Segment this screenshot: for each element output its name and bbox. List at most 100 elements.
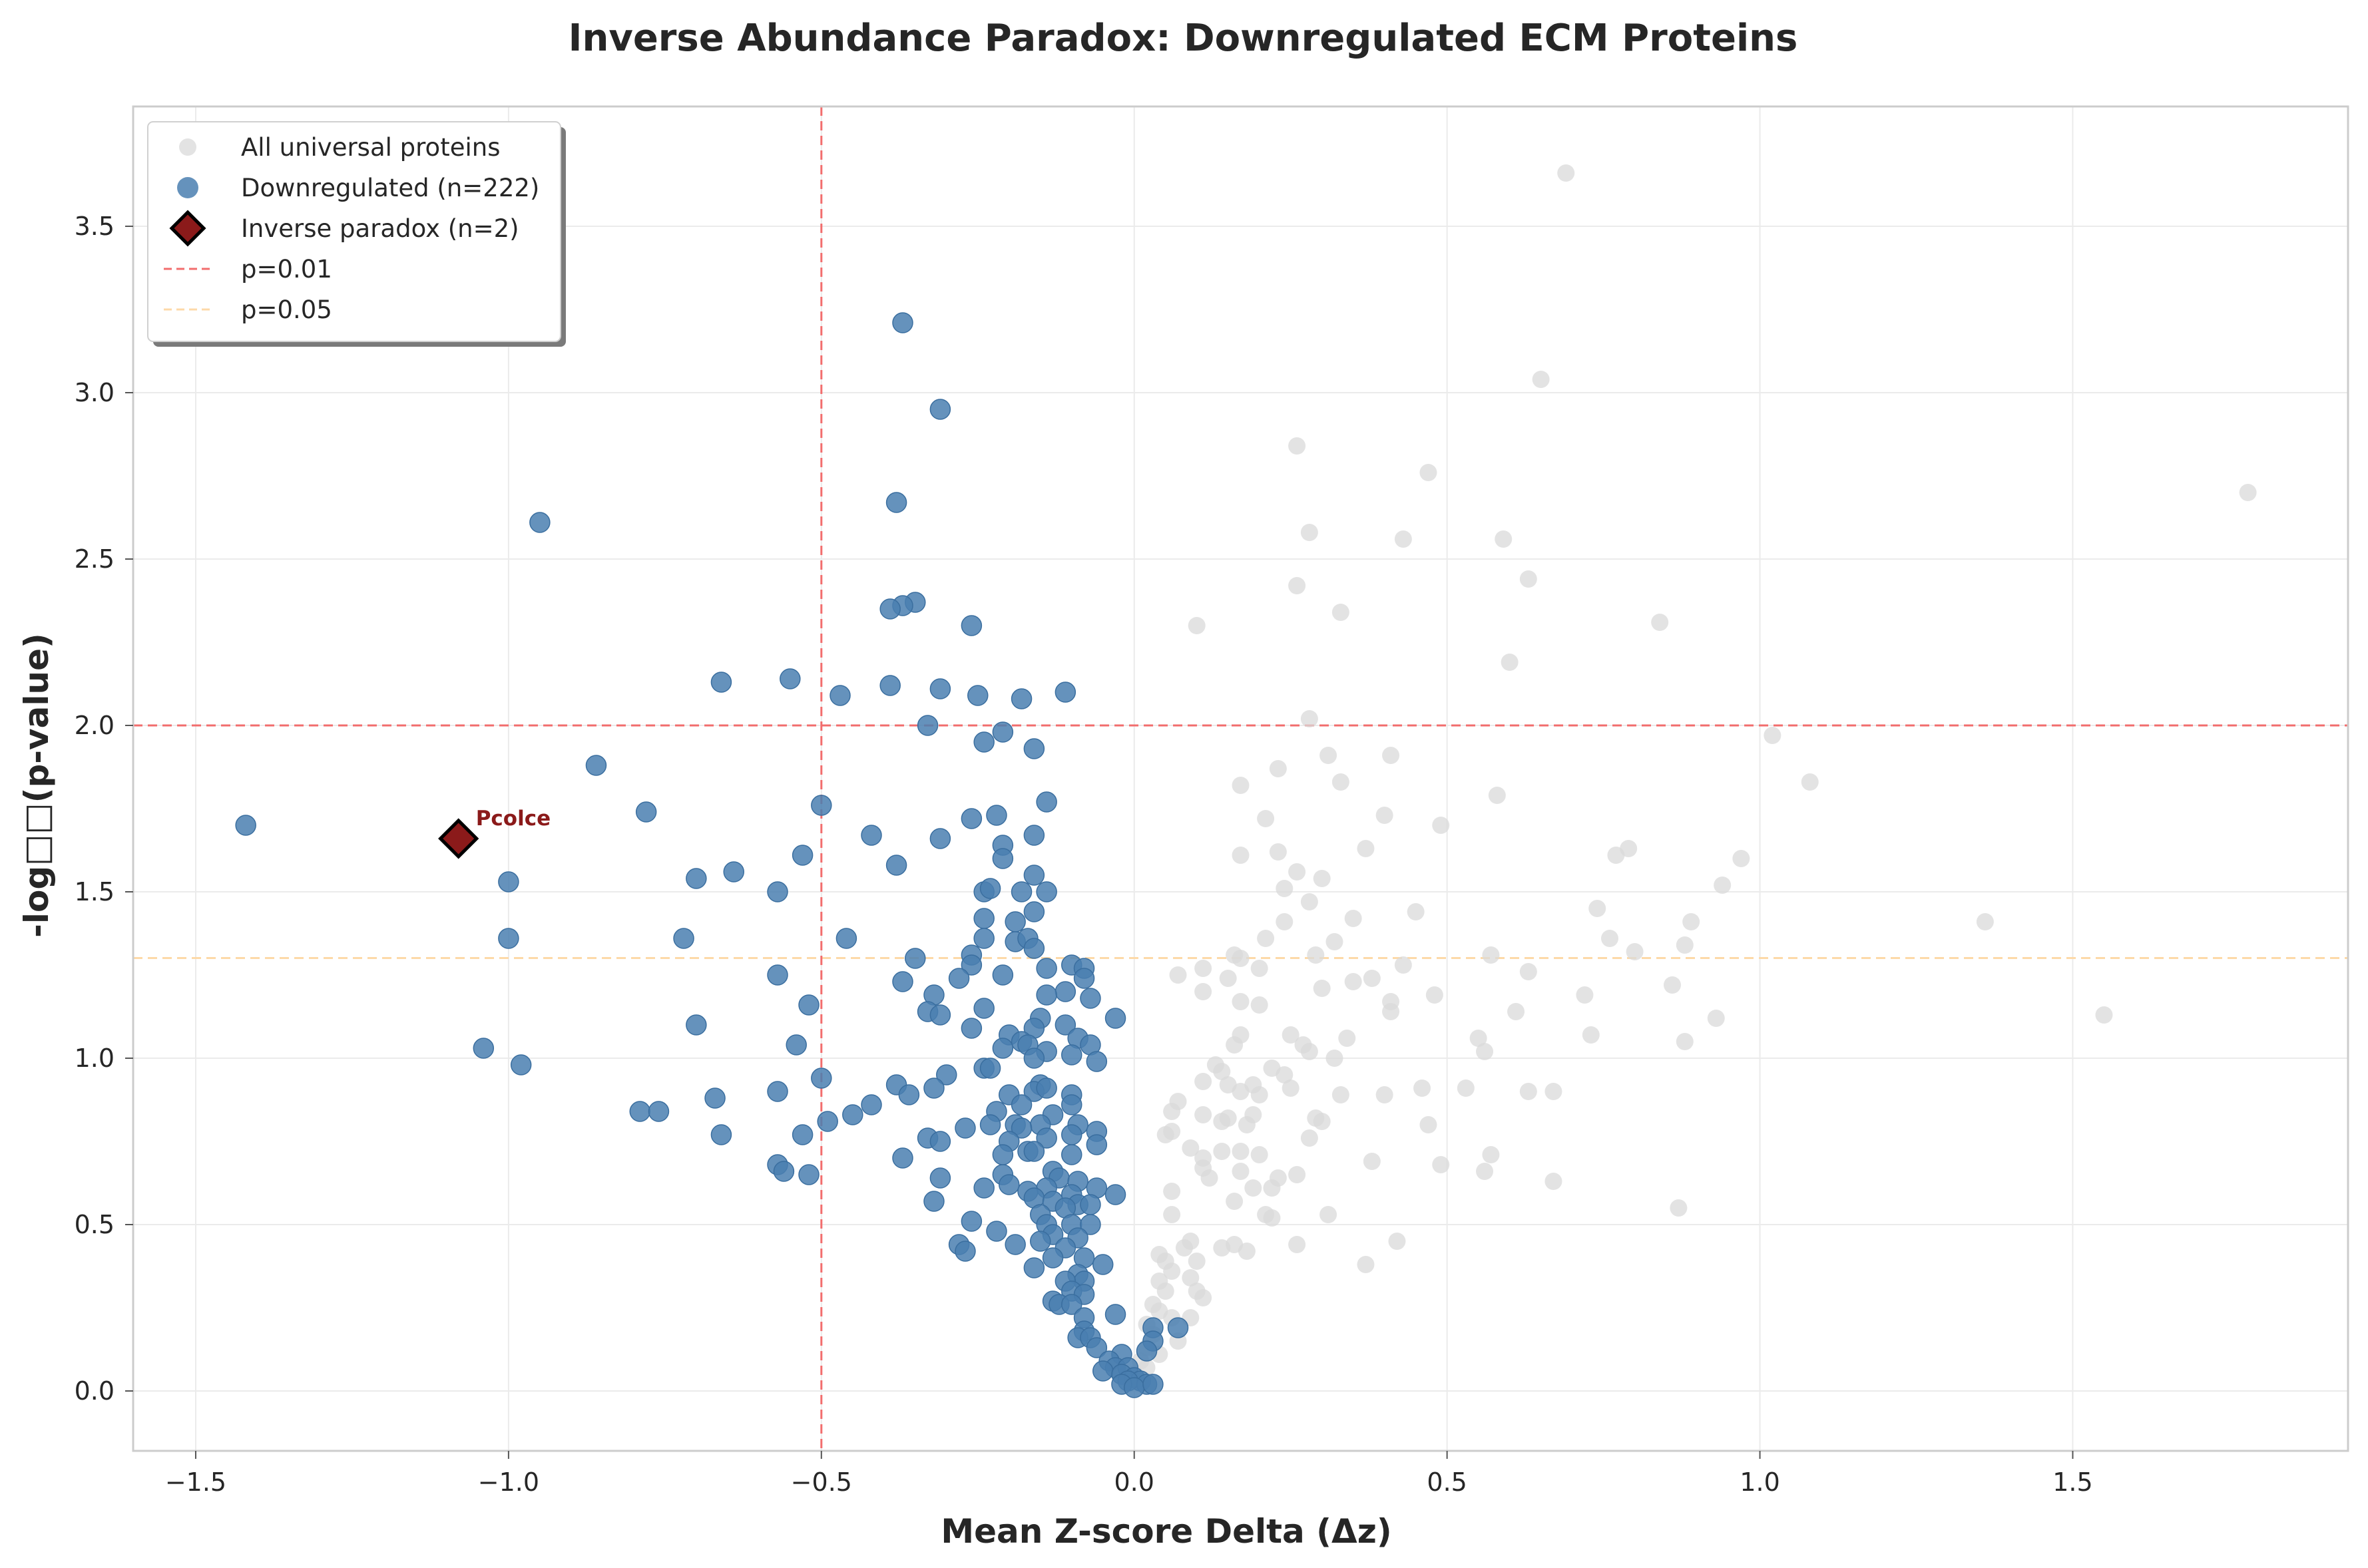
point-all-universal bbox=[2095, 1006, 2113, 1024]
point-all-universal bbox=[1425, 986, 1443, 1004]
point-all-universal bbox=[1213, 1239, 1231, 1257]
point-all-universal bbox=[1676, 1033, 1694, 1050]
point-all-universal bbox=[1457, 1079, 1475, 1097]
point-downregulated bbox=[979, 1058, 1001, 1079]
point-downregulated bbox=[929, 1131, 951, 1152]
point-downregulated bbox=[767, 964, 788, 986]
point-downregulated bbox=[961, 954, 983, 976]
point-all-universal bbox=[1282, 1079, 1300, 1097]
point-all-universal bbox=[1276, 1066, 1294, 1083]
point-downregulated bbox=[961, 1211, 983, 1232]
point-inverse-paradox bbox=[438, 818, 479, 859]
point-downregulated bbox=[885, 492, 907, 513]
point-all-universal bbox=[1495, 530, 1513, 548]
point-all-universal bbox=[1670, 1199, 1688, 1217]
point-downregulated bbox=[929, 1167, 951, 1189]
x-tick-label: −1.0 bbox=[478, 1468, 539, 1497]
point-all-universal bbox=[1419, 1116, 1437, 1133]
point-all-universal bbox=[1250, 996, 1268, 1014]
point-downregulated bbox=[1092, 1254, 1114, 1275]
legend: All universal proteins Downregulated (n=2… bbox=[147, 121, 566, 347]
point-all-universal bbox=[1313, 870, 1331, 887]
point-all-universal bbox=[1300, 1129, 1318, 1147]
point-all-universal bbox=[1276, 913, 1294, 930]
point-downregulated bbox=[710, 672, 732, 693]
point-downregulated bbox=[798, 994, 820, 1016]
point-downregulated bbox=[1055, 1014, 1076, 1036]
point-all-universal bbox=[1263, 1179, 1281, 1197]
point-all-universal bbox=[1300, 1043, 1318, 1060]
point-all-universal bbox=[1232, 1143, 1250, 1160]
plot-frame bbox=[132, 105, 2349, 1452]
series-all-universal-proteins bbox=[1125, 164, 2257, 1390]
point-all-universal bbox=[1476, 1043, 1494, 1060]
series-downregulated bbox=[235, 312, 1189, 1398]
point-all-universal bbox=[1250, 1086, 1268, 1103]
point-downregulated bbox=[1023, 1048, 1045, 1069]
point-all-universal bbox=[1707, 1010, 1725, 1027]
point-all-universal bbox=[1576, 986, 1594, 1004]
point-downregulated bbox=[529, 512, 551, 533]
point-all-universal bbox=[1588, 900, 1606, 917]
point-all-universal bbox=[1488, 787, 1506, 804]
point-downregulated bbox=[955, 1117, 976, 1139]
point-all-universal bbox=[1319, 747, 1337, 764]
point-downregulated bbox=[473, 1038, 495, 1059]
point-downregulated bbox=[811, 1068, 832, 1089]
x-tick-label: −0.5 bbox=[791, 1468, 852, 1497]
y-tick-label: 2.0 bbox=[75, 711, 115, 740]
point-downregulated bbox=[929, 399, 951, 420]
point-all-universal bbox=[1331, 604, 1349, 621]
point-all-universal bbox=[1250, 1146, 1268, 1163]
point-all-universal bbox=[1194, 1289, 1212, 1306]
point-all-universal bbox=[1163, 1123, 1181, 1140]
legend-marker-inverse-paradox bbox=[169, 210, 206, 247]
point-downregulated bbox=[973, 731, 995, 753]
point-downregulated bbox=[1036, 881, 1057, 902]
point-downregulated bbox=[999, 1174, 1020, 1195]
point-downregulated bbox=[648, 1101, 670, 1122]
point-downregulated bbox=[1023, 1141, 1045, 1162]
point-downregulated bbox=[235, 815, 256, 836]
point-all-universal bbox=[1413, 1079, 1431, 1097]
point-downregulated bbox=[1011, 1117, 1033, 1139]
point-downregulated bbox=[979, 878, 1001, 899]
point-all-universal bbox=[1382, 747, 1400, 764]
point-downregulated bbox=[979, 1114, 1001, 1135]
point-all-universal bbox=[1156, 1282, 1174, 1300]
point-all-universal bbox=[1319, 1206, 1337, 1223]
point-all-universal bbox=[1194, 983, 1212, 1000]
point-all-universal bbox=[2239, 484, 2257, 501]
point-all-universal bbox=[1394, 530, 1412, 548]
point-downregulated bbox=[1036, 958, 1057, 979]
point-all-universal bbox=[1482, 1146, 1500, 1163]
point-all-universal bbox=[1219, 970, 1237, 987]
y-tick-label: 3.5 bbox=[75, 212, 115, 241]
point-downregulated bbox=[892, 1147, 913, 1169]
point-downregulated bbox=[767, 1081, 788, 1102]
point-downregulated bbox=[780, 668, 801, 689]
point-all-universal bbox=[1163, 1263, 1181, 1280]
point-all-universal bbox=[1257, 930, 1275, 947]
point-downregulated bbox=[992, 964, 1014, 986]
point-all-universal bbox=[1213, 1143, 1231, 1160]
chart-title: Inverse Abundance Paradox: Downregulated… bbox=[569, 17, 1798, 60]
x-tick-label: 0.5 bbox=[1427, 1468, 1467, 1497]
point-downregulated bbox=[929, 1004, 951, 1026]
point-downregulated bbox=[961, 1018, 983, 1039]
legend-label: Inverse paradox (n=2) bbox=[241, 214, 519, 243]
point-all-universal bbox=[1601, 930, 1618, 947]
point-downregulated bbox=[905, 948, 926, 969]
point-downregulated bbox=[861, 825, 882, 846]
point-downregulated bbox=[879, 598, 901, 620]
y-axis-ticks: 0.0 0.5 1.0 1.5 2.0 2.5 3.0 3.5 bbox=[75, 212, 133, 1406]
point-all-universal bbox=[1407, 903, 1425, 920]
point-all-universal bbox=[1419, 464, 1437, 481]
point-downregulated bbox=[1086, 1051, 1108, 1072]
point-downregulated bbox=[892, 971, 913, 992]
point-all-universal bbox=[1519, 1083, 1537, 1100]
point-downregulated bbox=[498, 871, 519, 892]
point-downregulated bbox=[1036, 984, 1057, 1006]
point-all-universal bbox=[1325, 1050, 1343, 1067]
